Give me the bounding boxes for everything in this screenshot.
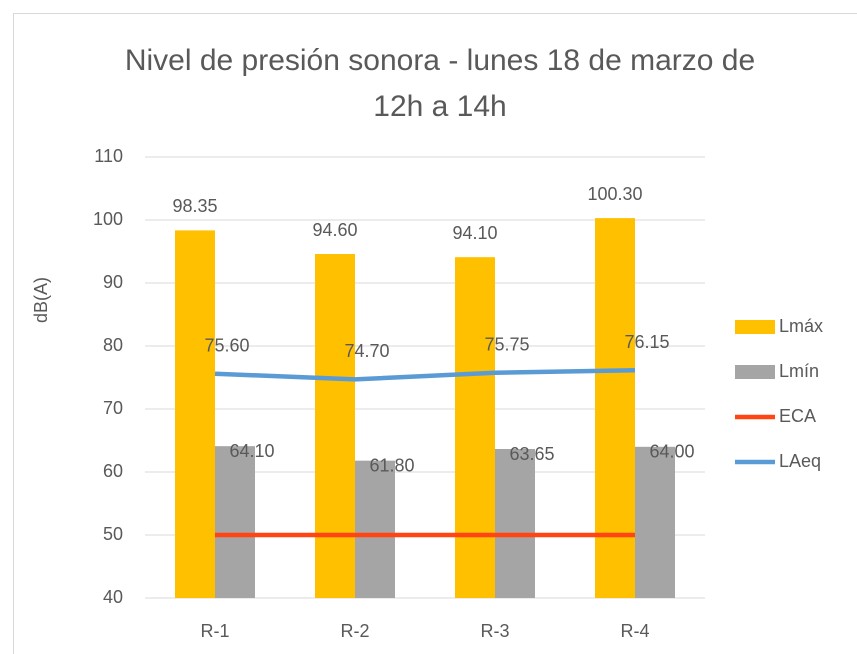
data-label: 94.60 [312,220,357,240]
data-label: 61.80 [369,455,414,475]
chart-frame [13,13,857,654]
y-tick-label: 90 [103,272,123,292]
y-tick-label: 50 [103,524,123,544]
data-label: 76.15 [624,332,669,352]
bar [215,446,255,598]
bar [495,449,535,598]
data-label: 94.10 [452,223,497,243]
bar [455,257,495,598]
line [214,368,636,382]
legend-label: Lmín [779,361,819,381]
legend-swatch [735,365,775,379]
data-label: 75.75 [484,335,529,355]
data-label: 63.65 [509,444,554,464]
y-tick-label: 70 [103,398,123,418]
y-tick-label: 40 [103,587,123,607]
legend-swatch [735,320,775,334]
x-tick-label: R-1 [200,621,229,641]
data-label: 64.10 [229,441,274,461]
y-tick-label: 80 [103,335,123,355]
bar [315,254,355,598]
y-tick-label: 100 [93,209,123,229]
x-tick-label: R-4 [620,621,649,641]
data-label: 100.30 [587,184,642,204]
legend-label: LAeq [779,451,821,471]
data-label: 74.70 [344,341,389,361]
bar [355,460,395,598]
legend-label: Lmáx [779,316,823,336]
data-label: 75.60 [204,335,249,355]
x-tick-label: R-3 [480,621,509,641]
data-label: 64.00 [649,442,694,462]
data-label: 98.35 [172,196,217,216]
bar [635,446,675,598]
y-tick-label: 60 [103,461,123,481]
chart-title: Nivel de presión sonora - lunes 18 de ma… [124,44,756,123]
x-tick-label: R-2 [340,621,369,641]
bar [175,230,215,598]
y-tick-label: 110 [94,146,123,166]
legend-label: ECA [779,406,816,426]
y-axis-label: dB(A) [31,277,51,323]
bar [595,218,635,599]
